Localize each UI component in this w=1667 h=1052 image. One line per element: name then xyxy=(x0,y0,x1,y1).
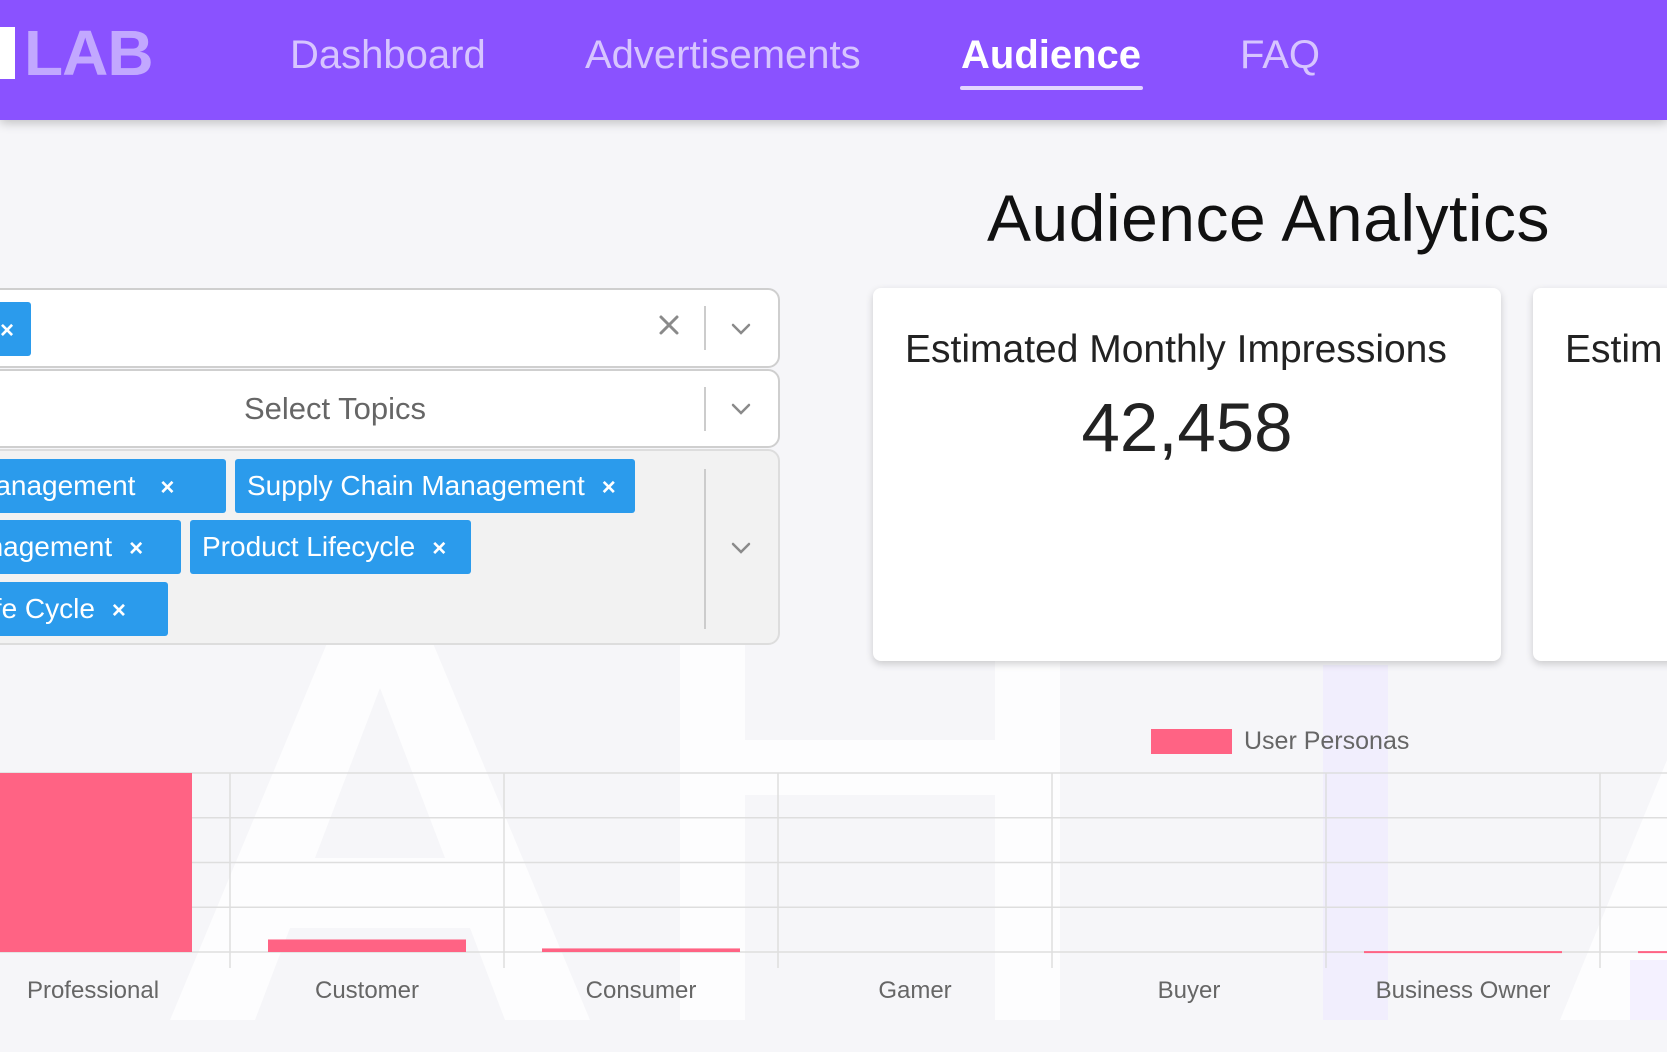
tag-supply-chain-management[interactable]: Supply Chain Management × xyxy=(235,459,635,513)
page-title: Audience Analytics xyxy=(987,181,1551,255)
remove-tag-icon[interactable]: × xyxy=(160,474,175,501)
impressions-card-value: 42,458 xyxy=(1081,389,1293,466)
nav-audience[interactable]: Audience xyxy=(961,33,1142,77)
remove-tag-icon[interactable]: × xyxy=(0,317,14,344)
top-navbar: LAB Dashboard Advertisements Audience FA… xyxy=(0,0,1667,120)
selected-tag[interactable]: × xyxy=(0,302,31,356)
x-tick-label: Buyer xyxy=(1158,977,1221,1004)
x-tick-label: Consumer xyxy=(586,977,697,1004)
logo-bar-icon xyxy=(0,27,15,79)
estimate-card-label: Estim xyxy=(1565,328,1663,371)
topic-tags-select[interactable]: Management × Supply Chain Management × ana… xyxy=(0,449,780,645)
logo-text: LAB xyxy=(24,17,154,89)
impressions-card-label: Estimated Monthly Impressions xyxy=(905,328,1447,371)
tag-label: Supply Chain Management xyxy=(247,470,585,501)
brand-logo[interactable]: LAB xyxy=(0,17,154,89)
topics-select[interactable]: Select Topics xyxy=(0,369,780,448)
x-tick-label: Business Owner xyxy=(1376,977,1551,1004)
tag-management[interactable]: Management × xyxy=(0,459,226,513)
remove-tag-icon[interactable]: × xyxy=(129,535,144,562)
legend-swatch[interactable] xyxy=(1151,729,1232,754)
impressions-card: Estimated Monthly Impressions 42,458 xyxy=(873,288,1501,661)
remove-tag-icon[interactable]: × xyxy=(111,597,126,624)
nav-advertisements[interactable]: Advertisements xyxy=(585,33,861,77)
audience-select[interactable]: × xyxy=(0,288,780,368)
active-tab-indicator xyxy=(960,86,1143,90)
tag-label: Product Lifecycle xyxy=(202,531,416,562)
select-separator xyxy=(704,306,706,350)
tag-label: Management xyxy=(0,470,136,501)
tag-product-lifecycle[interactable]: Product Lifecycle × xyxy=(190,520,471,574)
select-separator xyxy=(704,387,706,431)
x-tick-label: Gamer xyxy=(878,977,951,1004)
tag-label: anagement xyxy=(0,531,113,562)
x-tick-label: Customer xyxy=(315,977,419,1004)
bar-re xyxy=(1638,951,1667,954)
user-personas-chart: Professional Customer Consumer Gamer Buyer Bu… xyxy=(0,772,1667,1004)
select-topics-placeholder: Select Topics xyxy=(243,391,427,426)
tag-life-cycle[interactable]: Life Cycle × xyxy=(0,582,168,636)
nav-faq[interactable]: FAQ xyxy=(1240,33,1321,77)
chevron-down-icon[interactable] xyxy=(730,537,752,559)
select-separator xyxy=(704,469,706,629)
chevron-down-icon[interactable] xyxy=(730,318,752,340)
clear-selection-icon[interactable] xyxy=(656,312,682,338)
tag-label: Life Cycle xyxy=(0,593,95,624)
remove-tag-icon[interactable]: × xyxy=(432,535,447,562)
chevron-down-icon[interactable] xyxy=(730,398,752,420)
estimate-card: Estim xyxy=(1533,288,1667,661)
bar-business-owner xyxy=(1364,951,1562,954)
nav-dashboard[interactable]: Dashboard xyxy=(290,33,486,77)
bar-consumer xyxy=(542,948,740,952)
tag-anagement[interactable]: anagement × xyxy=(0,520,181,574)
x-tick-label: Professional xyxy=(27,977,159,1004)
legend-label[interactable]: User Personas xyxy=(1244,727,1410,755)
bar-customer xyxy=(268,939,466,952)
bar-professional xyxy=(0,773,192,952)
remove-tag-icon[interactable]: × xyxy=(601,474,616,501)
